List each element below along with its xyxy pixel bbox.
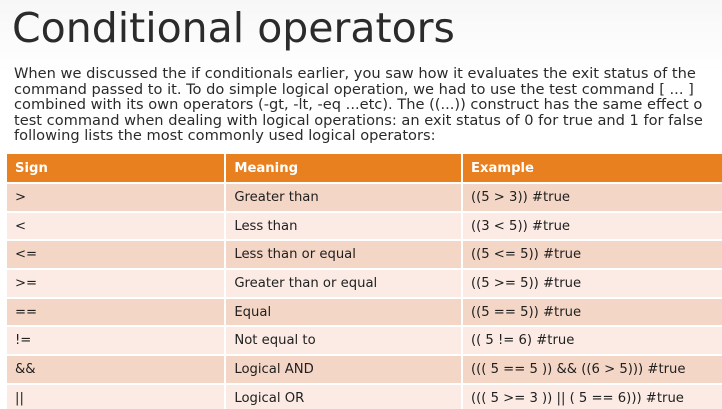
paragraph-line: command passed to it. To do simple logic…	[14, 80, 694, 98]
table-row: || Logical OR ((( 5 >= 3 )) || ( 5 == 6)…	[7, 382, 722, 409]
paragraph-line: combined with its own operators (-gt, -l…	[14, 96, 703, 114]
table-row: >= Greater than or equal ((5 >= 5)) #tru…	[7, 268, 722, 298]
cell-sign: &&	[7, 354, 227, 384]
header-example: Example	[461, 154, 722, 183]
cell-sign: <	[7, 210, 227, 241]
slide-title: Conditional operators	[12, 4, 455, 52]
operators-table: Sign Meaning Example > Greater than ((5 …	[7, 154, 722, 409]
paragraph-line: following lists the most commonly used l…	[14, 127, 436, 145]
cell-example: ((5 == 5)) #true	[461, 296, 722, 327]
table-row: != Not equal to (( 5 != 6) #true	[7, 325, 722, 356]
cell-sign: !=	[7, 325, 227, 356]
header-sign: Sign	[7, 154, 227, 183]
cell-sign: <=	[7, 239, 227, 270]
cell-meaning: Less than	[225, 210, 463, 241]
cell-meaning: Greater than or equal	[225, 268, 463, 298]
cell-sign: >=	[7, 268, 227, 298]
table-row: == Equal ((5 == 5)) #true	[7, 296, 722, 327]
paragraph-line: When we discussed the if conditionals ea…	[14, 65, 696, 82]
cell-sign: >	[7, 182, 227, 212]
cell-example: ((5 > 3)) #true	[461, 182, 722, 212]
cell-meaning: Less than or equal	[225, 239, 463, 270]
cell-meaning: Not equal to	[225, 325, 463, 356]
cell-meaning: Greater than	[225, 182, 463, 212]
header-meaning: Meaning	[225, 154, 463, 183]
slide-paragraph: When we discussed the if conditionals ea…	[14, 66, 722, 144]
cell-sign: ==	[7, 296, 227, 327]
cell-meaning: Logical AND	[225, 354, 463, 384]
cell-meaning: Logical OR	[225, 382, 463, 409]
cell-example: ((3 < 5)) #true	[461, 210, 722, 241]
cell-sign: ||	[7, 382, 227, 409]
table-row: > Greater than ((5 > 3)) #true	[7, 182, 722, 212]
paragraph-line: test command when dealing with logical o…	[14, 111, 703, 129]
cell-example: ((5 <= 5)) #true	[461, 239, 722, 270]
table-row: && Logical AND ((( 5 == 5 )) && ((6 > 5)…	[7, 354, 722, 384]
table-row: < Less than ((3 < 5)) #true	[7, 210, 722, 241]
cell-example: ((( 5 == 5 )) && ((6 > 5))) #true	[461, 354, 722, 384]
cell-example: ((5 >= 5)) #true	[461, 268, 722, 298]
cell-example: (( 5 != 6) #true	[461, 325, 722, 356]
table-row: <= Less than or equal ((5 <= 5)) #true	[7, 239, 722, 270]
table-header-row: Sign Meaning Example	[7, 154, 722, 183]
cell-meaning: Equal	[225, 296, 463, 327]
cell-example: ((( 5 >= 3 )) || ( 5 == 6))) #true	[461, 382, 722, 409]
